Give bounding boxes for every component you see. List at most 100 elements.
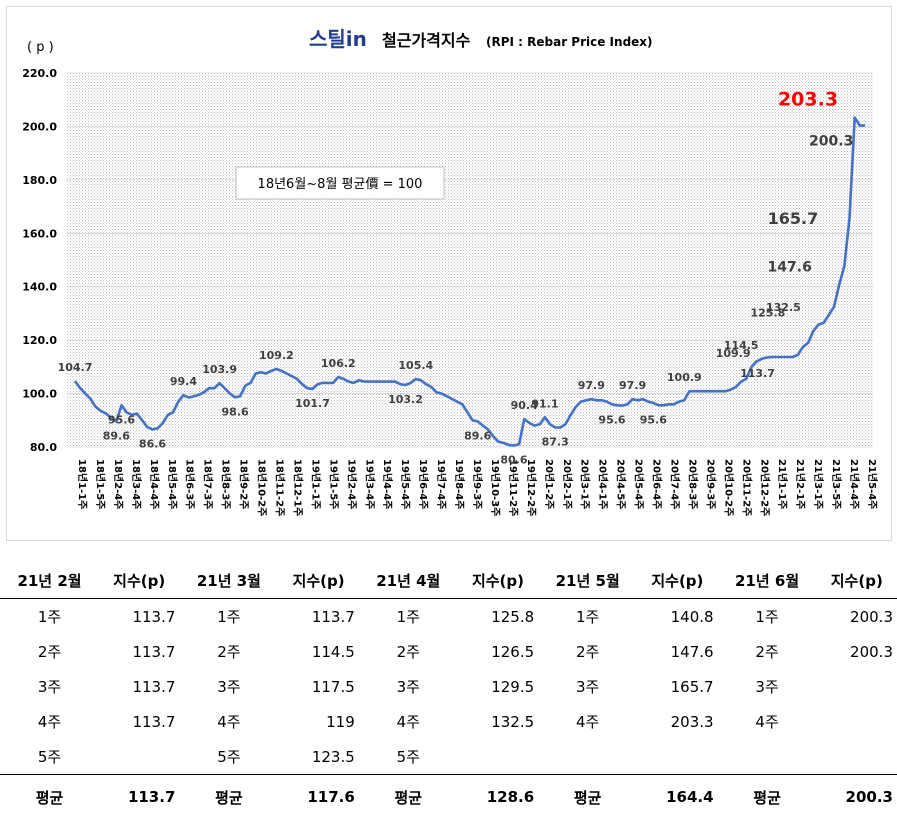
x-tick-label: 19년7-4주 xyxy=(435,459,448,509)
index-value-cell: 113.7 xyxy=(311,607,355,626)
week-cell: 3주 xyxy=(576,678,600,696)
data-label: 100.9 xyxy=(667,371,702,384)
x-tick-label: 20년4-5주 xyxy=(615,459,628,509)
y-tick-label: 220.0 xyxy=(22,67,57,80)
index-value-cell: 126.5 xyxy=(491,642,535,661)
index-value-cell: 123.5 xyxy=(311,747,355,766)
x-tick-label: 19년2-4주 xyxy=(345,459,358,509)
y-tick-label: 160.0 xyxy=(22,227,57,240)
week-cell: 평균 xyxy=(0,774,100,819)
data-label: 103.9 xyxy=(202,363,237,376)
plot-area xyxy=(67,73,873,447)
data-labels: 104.7 95.6 89.6 86.6 99.4 103.9 98.6 109.2 101.7… xyxy=(58,89,854,467)
column-header-month: 21년 5월 xyxy=(538,562,638,599)
week-cell: 4주 xyxy=(576,713,600,731)
x-tick-label: 21년3-1주 xyxy=(812,459,825,509)
x-tick-label: 19년11-2주 xyxy=(507,459,520,516)
rpi-line-chart: 80.0100.0120.0140.0160.0180.0200.0220.0 … xyxy=(22,27,879,516)
x-tick-label: 19년10-3주 xyxy=(489,459,502,516)
data-label: 104.7 xyxy=(58,361,93,374)
data-label: 147.6 xyxy=(768,259,812,275)
table-row: 1주 113.7 1주 113.7 1주 125.8 1주 140.8 1주 200.3 xyxy=(0,599,897,635)
index-value-cell: 113.7 xyxy=(99,774,180,819)
week-cell: 4주 xyxy=(396,713,420,731)
week-cell: 5주 xyxy=(396,748,420,766)
data-label: 132.5 xyxy=(766,301,801,314)
data-label: 89.6 xyxy=(103,429,130,442)
week-cell: 평균 xyxy=(179,774,279,819)
x-tick-label: 18년10-2주 xyxy=(256,459,269,516)
x-tick-label: 18년5-4주 xyxy=(166,459,179,509)
table-average-row: 평균 113.7 평균 117.6 평균 128.6 평균 164.4 평균 200.3 xyxy=(0,774,897,819)
x-tick-label: 20년8-3주 xyxy=(686,459,699,509)
x-tick-label: 20년3-1주 xyxy=(579,459,592,509)
week-cell: 5주 xyxy=(217,748,241,766)
x-tick-label: 21년4-4주 xyxy=(848,459,861,509)
x-tick-label: 20년9-3주 xyxy=(704,459,717,509)
week-cell: 2주 xyxy=(755,643,779,661)
index-value-cell: 132.5 xyxy=(491,712,535,731)
chart-title: 철근가격지수 xyxy=(382,31,471,50)
x-tick-label: 19년1-1주 xyxy=(309,459,322,509)
table-row: 3주 113.7 3주 117.5 3주 129.5 3주 165.7 3주 xyxy=(0,669,897,704)
index-value-cell: 113.7 xyxy=(132,712,176,731)
week-cell: 3주 xyxy=(396,678,420,696)
data-label: 95.6 xyxy=(598,413,625,426)
index-value-cell: 200.3 xyxy=(850,642,893,661)
data-label: 91.1 xyxy=(531,397,558,410)
index-value-cell: 128.6 xyxy=(457,774,539,819)
table-header-row: 21년 2월 지수(p) 21년 3월 지수(p) 21년 4월 지수(p) 21년 5월 지… xyxy=(0,562,897,599)
column-header-month: 21년 3월 xyxy=(179,562,279,599)
column-header-index: 지수(p) xyxy=(457,562,539,599)
x-tick-label: 20년4-1주 xyxy=(597,459,610,509)
base-note-text: 18년6월~8월 평균價 = 100 xyxy=(258,177,423,192)
column-header-month: 21년 6월 xyxy=(717,562,817,599)
x-tick-label: 21년3-5주 xyxy=(830,459,843,509)
y-axis-unit: ( p ) xyxy=(27,40,54,55)
week-cell: 2주 xyxy=(396,643,420,661)
y-tick-label: 120.0 xyxy=(22,334,57,347)
index-value-cell: 113.7 xyxy=(132,642,176,661)
y-tick-label: 140.0 xyxy=(22,281,57,294)
week-cell: 1주 xyxy=(396,608,420,626)
chart-subtitle: (RPI : Rebar Price Index) xyxy=(486,35,653,49)
data-label: 105.4 xyxy=(398,359,433,372)
data-label: 109.2 xyxy=(259,349,294,362)
week-cell: 2주 xyxy=(576,643,600,661)
data-label: 90.4 xyxy=(511,399,538,412)
data-label: 203.3 xyxy=(778,89,838,111)
data-label: 165.7 xyxy=(768,209,819,228)
data-label: 99.4 xyxy=(170,375,197,388)
week-cell: 4주 xyxy=(37,713,62,731)
week-cell: 1주 xyxy=(37,608,62,626)
y-tick-label: 180.0 xyxy=(22,174,57,187)
y-tick-label: 80.0 xyxy=(30,441,57,454)
data-label: 97.9 xyxy=(578,379,605,392)
index-value-cell xyxy=(637,739,717,775)
week-cell: 평균 xyxy=(358,774,458,819)
index-value-cell xyxy=(817,739,897,775)
data-label: 97.9 xyxy=(619,379,646,392)
index-value-cell xyxy=(817,669,897,704)
column-header-month: 21년 2월 xyxy=(0,562,100,599)
x-tick-label: 20년12-2주 xyxy=(758,459,771,516)
index-value-cell: 129.5 xyxy=(491,677,535,696)
column-header-index: 지수(p) xyxy=(278,562,359,599)
week-cell: 1주 xyxy=(576,608,600,626)
x-tick-label: 21년1-1주 xyxy=(776,459,789,509)
index-value-cell: 200.3 xyxy=(816,774,897,819)
data-label: 109.9 xyxy=(716,347,751,360)
index-value-cell: 203.3 xyxy=(670,712,714,731)
data-label: 101.7 xyxy=(295,397,330,410)
table-row: 5주 5주 123.5 5주 xyxy=(0,739,897,775)
x-tick-label: 19년3-4주 xyxy=(363,459,376,509)
week-cell: 2주 xyxy=(37,643,62,661)
x-tick-label: 18년4-4주 xyxy=(148,459,161,509)
y-axis-ticks: 80.0 100.0 120.0 140.0 160.0 180.0 200.0 220.0 xyxy=(22,67,57,454)
x-tick-label: 20년7-4주 xyxy=(669,459,682,509)
x-tick-label: 18년1-1주 xyxy=(76,459,89,509)
base-note: 18년6월~8월 평균價 = 100 xyxy=(235,166,445,200)
x-tick-label: 18년2-4주 xyxy=(112,459,125,509)
monthly-index-table: 21년 2월 지수(p) 21년 3월 지수(p) 21년 4월 지수(p) 21년 5월 지… xyxy=(0,562,897,819)
week-cell: 4주 xyxy=(755,713,779,731)
